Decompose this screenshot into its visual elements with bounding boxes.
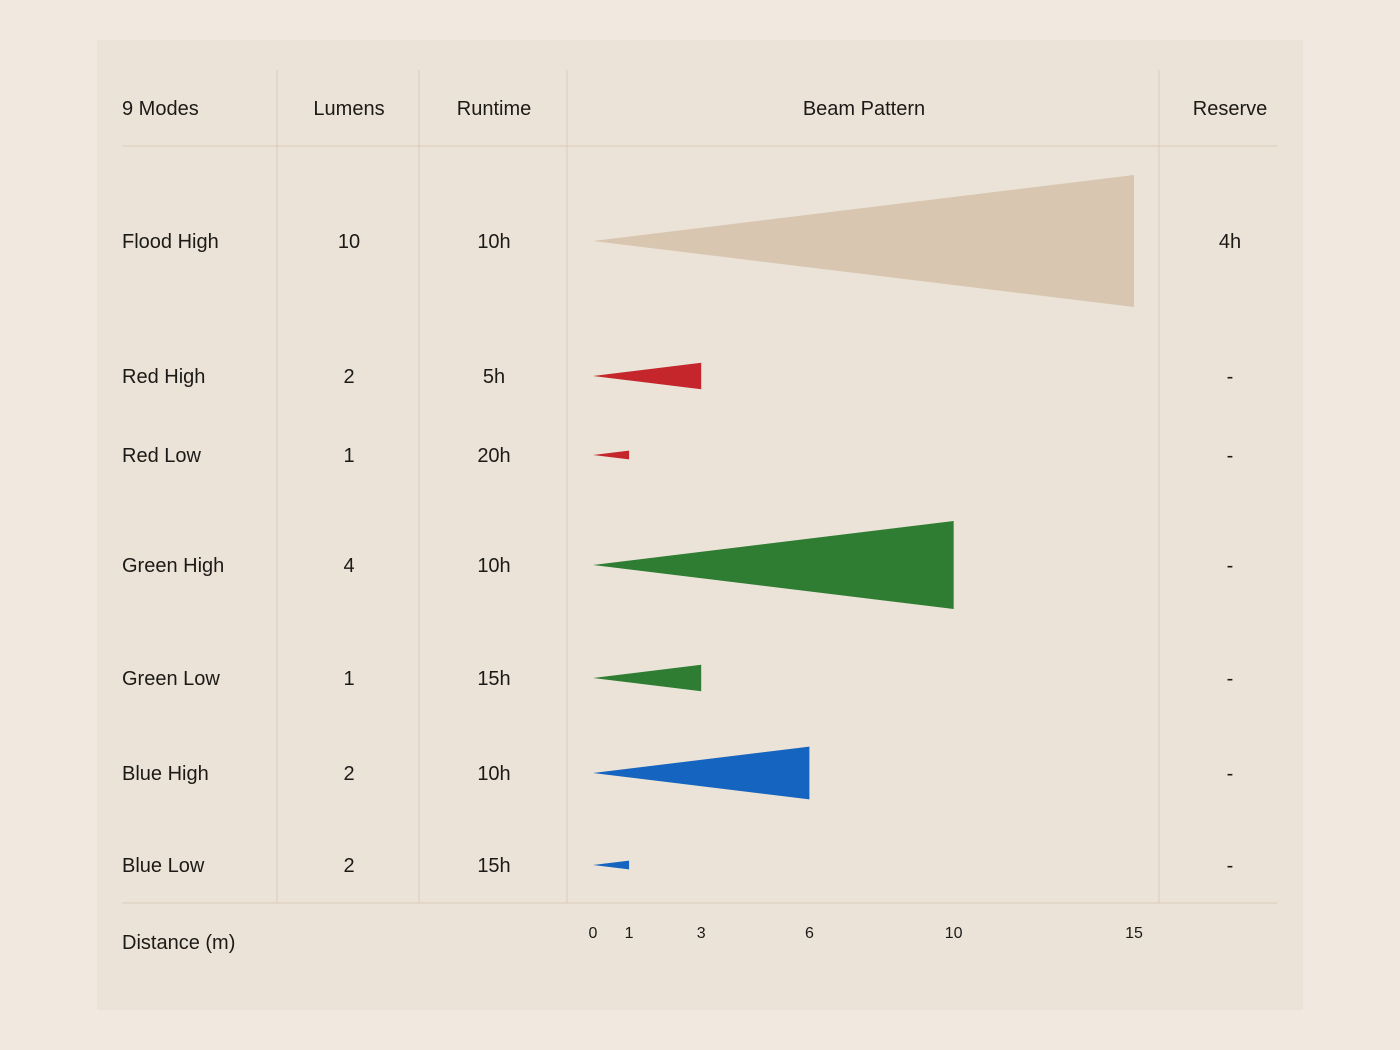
beam-triangle-blue-high [593, 746, 810, 800]
beam-triangle-red-high [593, 362, 702, 390]
lumens-value: 2 [343, 366, 354, 388]
beam-chart-card: 9 Modes Lumens Runtime Beam Pattern Reserve F… [97, 40, 1303, 1010]
beam-triangle-green-low [593, 664, 702, 692]
beam-chart: 9 Modes Lumens Runtime Beam Pattern Reserve F… [122, 70, 1277, 954]
header-lumens: Lumens [313, 98, 384, 120]
reserve-value: - [1227, 445, 1234, 467]
runtime-value: 15h [477, 668, 510, 690]
runtime-value: 5h [483, 366, 505, 388]
distance-tick-label: 6 [805, 925, 814, 942]
mode-label: Red High [122, 366, 205, 388]
distance-tick-label: 10 [945, 925, 963, 942]
mode-label: Flood High [122, 231, 219, 253]
lumens-value: 1 [343, 668, 354, 690]
lumens-value: 2 [343, 855, 354, 877]
distance-tick-label: 3 [697, 925, 706, 942]
reserve-value: - [1227, 668, 1234, 690]
distance-tick-label: 0 [589, 925, 598, 942]
runtime-value: 10h [477, 763, 510, 785]
reserve-value: - [1227, 855, 1234, 877]
mode-label: Green Low [122, 668, 220, 690]
header-reserve: Reserve [1193, 98, 1267, 120]
runtime-value: 20h [477, 445, 510, 467]
lumens-value: 10 [338, 231, 360, 253]
runtime-value: 15h [477, 855, 510, 877]
mode-label: Green High [122, 555, 224, 577]
beam-triangle-blue-low [593, 860, 630, 870]
header-beam-pattern: Beam Pattern [803, 98, 925, 120]
lumens-value: 4 [343, 555, 354, 577]
runtime-value: 10h [477, 555, 510, 577]
beam-triangle-flood-high [593, 175, 1134, 307]
beam-triangle-red-low [593, 450, 630, 460]
lumens-value: 1 [343, 445, 354, 467]
header-modes: 9 Modes [122, 98, 199, 120]
distance-axis-label: Distance (m) [122, 932, 235, 954]
lumens-value: 2 [343, 763, 354, 785]
runtime-value: 10h [477, 231, 510, 253]
header-runtime: Runtime [457, 98, 531, 120]
reserve-value: - [1227, 555, 1234, 577]
mode-label: Red Low [122, 445, 201, 467]
distance-tick-label: 15 [1125, 925, 1143, 942]
mode-label: Blue High [122, 763, 209, 785]
beam-triangle-green-high [593, 521, 954, 609]
reserve-value: - [1227, 366, 1234, 388]
distance-tick-label: 1 [625, 925, 634, 942]
reserve-value: - [1227, 763, 1234, 785]
mode-label: Blue Low [122, 855, 205, 877]
reserve-value: 4h [1219, 231, 1241, 253]
